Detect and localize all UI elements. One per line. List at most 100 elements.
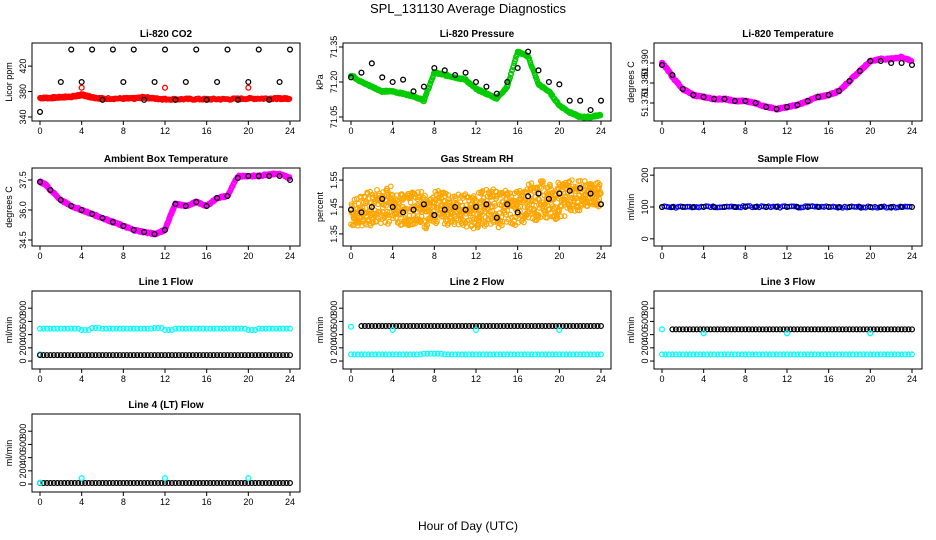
data-point [280,480,287,487]
data-point [161,46,169,53]
x-tick-label: 4 [79,374,84,384]
series-2-black [669,326,915,333]
data-point [368,351,375,358]
data-point [525,351,532,358]
x-tick-label: 0 [659,251,664,261]
data-point [420,201,427,208]
data-point [389,203,396,211]
x-tick-label: 0 [37,126,42,136]
data-point [120,222,127,230]
series-2-black [658,57,916,113]
data-point [794,101,801,109]
data-point [856,67,863,75]
data-point [351,351,358,358]
data-point [846,351,853,358]
data-point [422,192,428,199]
data-point [665,351,672,358]
data-point [387,183,394,190]
data-point [908,326,915,333]
data-point [106,480,113,487]
data-point [196,480,203,487]
data-point [99,352,106,359]
data-point [252,327,259,334]
data-point [99,96,106,103]
data-point [455,351,462,358]
series-3-cyan [658,326,874,337]
data-point [386,323,393,330]
data-point [352,210,359,217]
data-point [431,64,438,72]
data-point [773,351,780,358]
x-tick-label: 12 [782,251,792,261]
data-point [860,351,867,358]
data-point [109,480,116,487]
data-point [113,352,120,359]
plot-area [36,170,294,238]
data-point [514,323,521,330]
data-point [379,195,386,202]
data-point [686,326,693,333]
data-point [273,480,280,487]
data-point [846,203,853,211]
data-point [347,206,355,213]
y-tick-label: 200 [640,340,650,355]
data-point [64,352,71,359]
data-point [75,352,82,359]
x-tick-label: 0 [659,126,664,136]
data-point [662,351,669,358]
data-point [78,206,85,214]
data-point [711,95,718,103]
series-2-cyan [36,475,252,486]
data-point [241,352,248,359]
data-point [877,203,884,211]
data-point [182,325,189,332]
data-point [231,325,238,332]
data-point [57,78,64,86]
data-point [790,351,797,358]
data-point [276,325,283,332]
data-point [728,326,735,333]
data-point [466,351,473,358]
data-point [255,352,262,359]
data-point [493,90,500,97]
data-point [672,326,679,333]
data-point [690,203,697,211]
y-tick-label: 600 [640,314,650,329]
data-point [597,323,604,330]
x-tick-label: 4 [390,374,395,384]
data-point [57,325,64,332]
data-point [347,323,355,330]
data-point [151,78,158,86]
data-point [476,214,483,221]
panel-title: Sample Flow [757,154,818,165]
x-tick-label: 20 [243,497,253,507]
data-point [545,351,552,358]
data-point [255,325,262,332]
data-point [144,480,151,487]
data-point [196,352,203,359]
data-point [120,78,127,86]
series-1-cyan [658,351,915,358]
data-point [224,480,231,487]
plot-area [347,323,604,358]
data-point [469,351,476,358]
data-point [669,203,676,211]
data-point [504,351,511,358]
series-2-black [347,48,605,114]
data-point [151,480,158,487]
data-point [78,327,85,334]
data-point [881,351,888,358]
data-point [770,326,777,333]
data-point [563,194,570,201]
x-tick-label: 4 [701,126,706,136]
data-point [109,352,116,359]
x-tick-label: 16 [202,251,212,261]
data-point [68,325,75,332]
panel-title: Li-820 Temperature [742,29,834,40]
x-tick-label: 24 [596,126,606,136]
data-point [679,203,686,211]
plot-area [36,46,294,115]
data-point [777,326,784,333]
x-tick-label: 24 [907,126,917,136]
